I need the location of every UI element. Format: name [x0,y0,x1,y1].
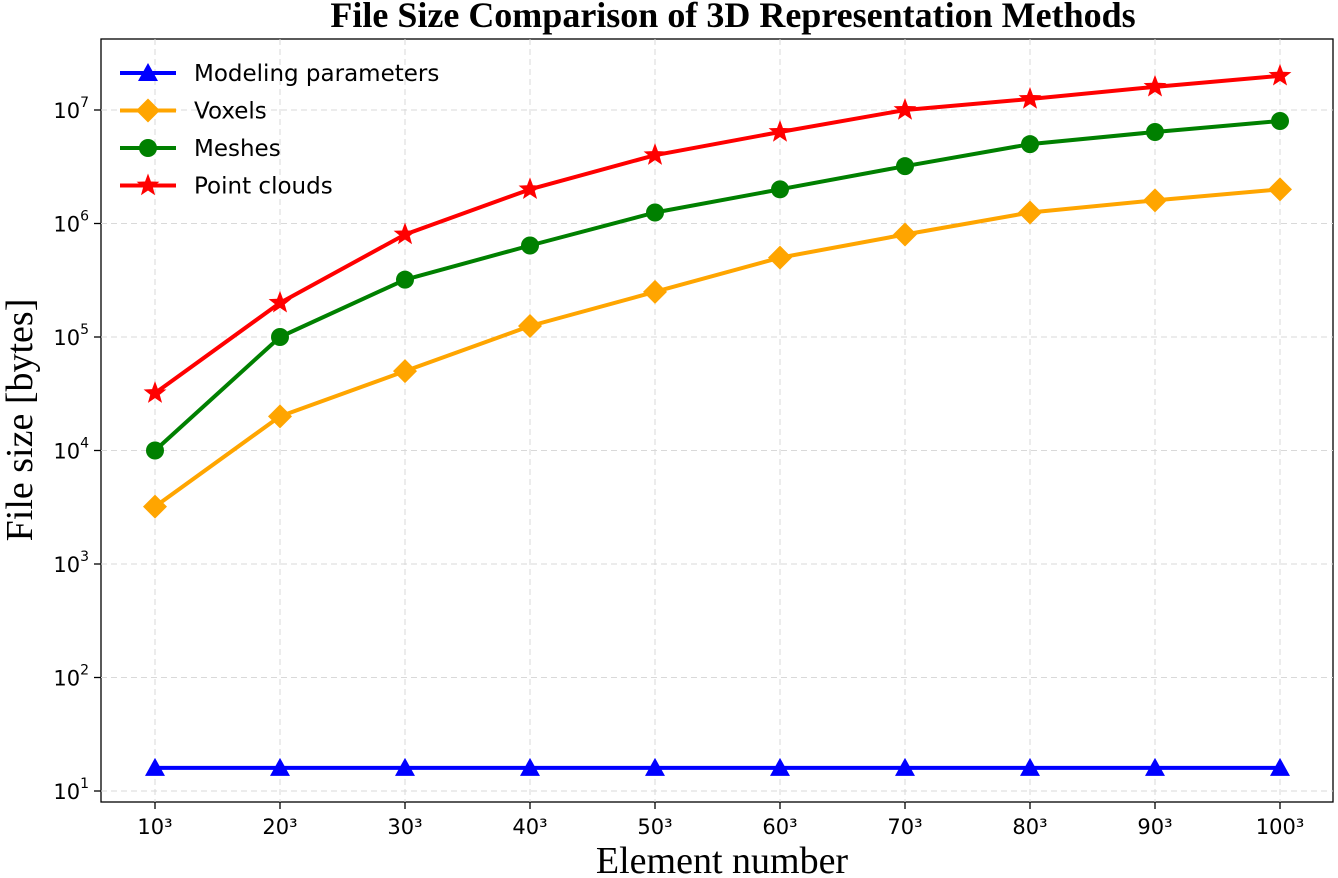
legend: Modeling parameters Voxels Meshes Point clo… [120,61,439,200]
x-tick-label: 100³ [1256,815,1305,839]
data-point-modeling-parameters [270,757,290,776]
data-point-meshes [271,328,289,346]
series-line-voxels [153,187,1281,509]
x-tick-label: 20³ [262,815,297,839]
data-point-modeling-parameters [1270,757,1290,776]
data-point-modeling-parameters [145,757,165,776]
y-axis-label: File size [bytes] [0,299,41,542]
data-point-point-clouds [643,143,667,165]
data-point-point-clouds [893,98,917,120]
legend-label-modeling-parameters: Modeling parameters [194,61,439,87]
data-point-meshes [1021,135,1039,154]
y-tick-label: 107 [53,95,89,123]
legend-marker-modeling-parameters [138,63,158,81]
data-point-voxels [893,222,917,247]
x-tick-label: 50³ [637,815,672,839]
x-tick-label: 10³ [137,815,172,839]
data-point-voxels [768,245,792,270]
x-tick-label: 70³ [887,815,922,839]
data-point-modeling-parameters [1020,757,1040,776]
y-tick-label: 104 [53,436,89,464]
data-point-meshes [646,203,664,222]
data-point-modeling-parameters [770,757,790,776]
data-point-modeling-parameters [1145,757,1165,776]
data-point-point-clouds [1268,63,1292,86]
y-tick-label: 106 [53,209,89,237]
data-point-modeling-parameters [395,757,415,776]
chart-title: File Size Comparison of 3D Representatio… [330,0,1135,35]
y-tick-label: 103 [53,549,89,577]
legend-label-voxels: Voxels [194,99,267,125]
data-point-meshes [771,180,789,199]
data-point-point-clouds [1143,74,1167,97]
data-point-point-clouds [143,381,167,403]
data-point-point-clouds [268,290,292,313]
data-point-voxels [1143,188,1167,213]
x-axis-label: Element number [596,840,849,878]
legend-marker-meshes [139,139,157,157]
data-point-voxels [1268,177,1292,202]
legend-marker-point-clouds [136,173,160,196]
x-tick-label: 30³ [387,815,422,839]
x-tick-label: 40³ [512,815,547,839]
data-point-meshes [1271,111,1289,130]
data-point-modeling-parameters [520,757,540,776]
data-point-voxels [1018,200,1042,225]
series-line-meshes [153,119,1281,452]
y-tick-label: 105 [53,322,89,350]
data-point-point-clouds [768,120,792,142]
x-tick-label: 80³ [1012,815,1047,839]
series-line-point-clouds [153,73,1281,395]
data-point-voxels [643,279,667,304]
data-point-voxels [143,494,167,519]
y-tick-label: 102 [53,663,89,691]
axes: 10³ 20³ 30³ 40³ 50³ 60³ 70³ 80³ 90³ 100³ 101 102 103… [53,95,1304,839]
data-point-voxels [393,359,417,384]
data-point-modeling-parameters [645,757,665,776]
data-point-meshes [896,157,914,176]
data-point-voxels [268,404,292,429]
data-point-point-clouds [518,177,542,200]
data-point-voxels [518,314,542,339]
data-point-meshes [396,270,414,289]
legend-marker-voxels [136,98,160,123]
legend-label-point-clouds: Point clouds [194,174,333,200]
data-point-meshes [521,236,539,255]
y-tick-label: 101 [53,776,89,804]
series-group [143,63,1292,776]
data-point-meshes [1146,122,1164,141]
data-point-meshes [146,441,164,460]
x-tick-label: 90³ [1137,815,1172,839]
legend-label-meshes: Meshes [194,136,281,162]
data-point-point-clouds [393,222,417,245]
data-point-point-clouds [1018,87,1042,109]
x-tick-label: 60³ [762,815,797,839]
plot-frame [100,38,1334,803]
data-point-modeling-parameters [895,757,915,776]
